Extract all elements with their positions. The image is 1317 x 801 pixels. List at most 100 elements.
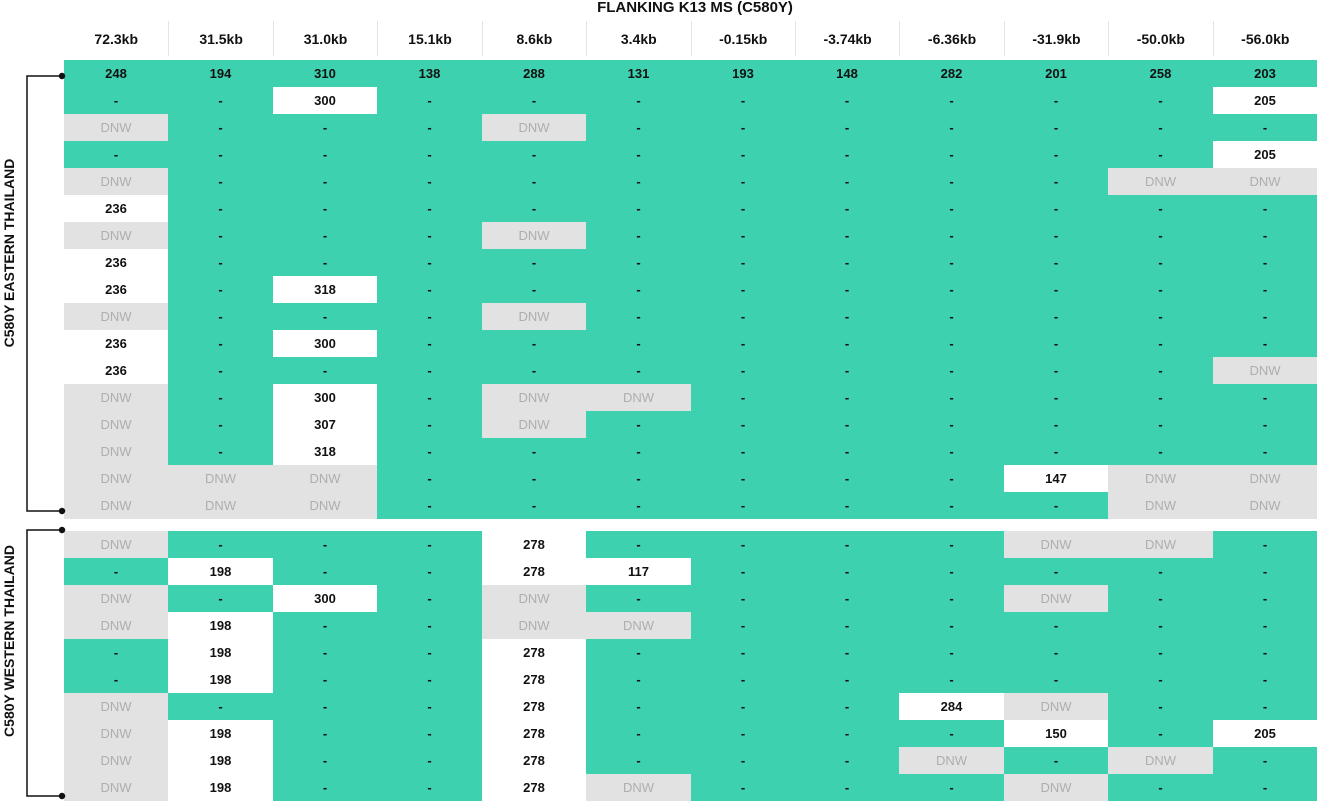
- table-cell: DNW: [1213, 357, 1317, 384]
- table-cell: -: [377, 774, 482, 801]
- table-cell: -: [1108, 438, 1213, 465]
- table-cell: 278: [482, 558, 586, 585]
- table-cell: -: [586, 438, 691, 465]
- table-cell: -: [795, 774, 899, 801]
- table-cell: -: [168, 222, 273, 249]
- table-cell: -: [1108, 114, 1213, 141]
- table-cell: -: [273, 303, 377, 330]
- table-cell: DNW: [1004, 585, 1108, 612]
- table-cell: -: [586, 411, 691, 438]
- table-cell: -: [586, 357, 691, 384]
- table-cell: -: [899, 438, 1004, 465]
- table-cell: -: [482, 195, 586, 222]
- table-cell: -: [691, 330, 795, 357]
- table-cell: DNW: [586, 774, 691, 801]
- table-cell: -: [273, 720, 377, 747]
- table-cell: 300: [273, 384, 377, 411]
- table-cell: 236: [64, 195, 168, 222]
- table-cell: -: [586, 465, 691, 492]
- table-cell: -: [586, 222, 691, 249]
- table-cell: -: [1213, 249, 1317, 276]
- table-cell: 278: [482, 720, 586, 747]
- table-cell: -: [691, 774, 795, 801]
- table-cell: 198: [168, 747, 273, 774]
- table-cell: DNW: [64, 222, 168, 249]
- table-cell: -: [1004, 666, 1108, 693]
- table-cell: -: [1213, 585, 1317, 612]
- table-cell: -: [899, 465, 1004, 492]
- table-cell: -: [377, 612, 482, 639]
- column-header: -31.9kb: [1003, 21, 1108, 56]
- table-cell: -: [899, 666, 1004, 693]
- table-cell: -: [168, 438, 273, 465]
- table-cell: -: [1108, 87, 1213, 114]
- table-cell: 205: [1213, 720, 1317, 747]
- table-cell: -: [795, 531, 899, 558]
- table-cell: -: [377, 558, 482, 585]
- table-cell: -: [795, 114, 899, 141]
- table-cell: -: [482, 357, 586, 384]
- table-cell: -: [586, 531, 691, 558]
- table-cell: -: [1004, 303, 1108, 330]
- table-cell: 282: [899, 60, 1004, 87]
- table-cell: DNW: [64, 720, 168, 747]
- table-cell: -: [482, 141, 586, 168]
- table-cell: 278: [482, 774, 586, 801]
- table-cell: -: [1213, 747, 1317, 774]
- column-header: -3.74kb: [794, 21, 899, 56]
- table-cell: 278: [482, 693, 586, 720]
- table-cell: -: [273, 114, 377, 141]
- table-cell: DNW: [1108, 465, 1213, 492]
- table-cell: DNW: [64, 747, 168, 774]
- table-cell: 258: [1108, 60, 1213, 87]
- table-cell: DNW: [64, 114, 168, 141]
- table-cell: -: [377, 639, 482, 666]
- table-cell: DNW: [1004, 531, 1108, 558]
- table-cell: DNW: [64, 774, 168, 801]
- table-cell: DNW: [1004, 774, 1108, 801]
- table-cell: -: [377, 357, 482, 384]
- table-cell: -: [1213, 612, 1317, 639]
- table-cell: -: [377, 168, 482, 195]
- table-cell: -: [1108, 693, 1213, 720]
- table-cell: -: [1108, 303, 1213, 330]
- table-cell: -: [899, 330, 1004, 357]
- table-cell: -: [899, 303, 1004, 330]
- table-cell: -: [1004, 639, 1108, 666]
- table-cell: -: [273, 774, 377, 801]
- table-cell: 205: [1213, 87, 1317, 114]
- table-cell: -: [691, 384, 795, 411]
- table-cell: -: [377, 330, 482, 357]
- table-cell: DNW: [64, 168, 168, 195]
- table-cell: -: [899, 639, 1004, 666]
- table-cell: -: [1108, 249, 1213, 276]
- table-cell: -: [273, 666, 377, 693]
- table-cell: -: [586, 747, 691, 774]
- table-cell: DNW: [1108, 168, 1213, 195]
- table-cell: -: [586, 168, 691, 195]
- table-cell: -: [795, 612, 899, 639]
- table-cell: -: [691, 639, 795, 666]
- table-cell: -: [168, 87, 273, 114]
- table-cell: -: [899, 276, 1004, 303]
- table-cell: -: [795, 666, 899, 693]
- table-cell: -: [482, 276, 586, 303]
- table-cell: -: [1108, 195, 1213, 222]
- table-cell: -: [899, 612, 1004, 639]
- table-cell: 236: [64, 357, 168, 384]
- table-cell: -: [1004, 141, 1108, 168]
- table-cell: -: [377, 531, 482, 558]
- table-cell: -: [377, 384, 482, 411]
- table-cell: DNW: [168, 492, 273, 519]
- table-cell: -: [586, 330, 691, 357]
- table-cell: -: [1213, 639, 1317, 666]
- table-cell: 198: [168, 774, 273, 801]
- table-cell: -: [586, 666, 691, 693]
- table-cell: -: [586, 639, 691, 666]
- table-cell: -: [1108, 357, 1213, 384]
- table-cell: -: [691, 114, 795, 141]
- table-cell: -: [1213, 303, 1317, 330]
- table-cell: 278: [482, 531, 586, 558]
- table-cell: -: [1004, 249, 1108, 276]
- table-cell: -: [1004, 330, 1108, 357]
